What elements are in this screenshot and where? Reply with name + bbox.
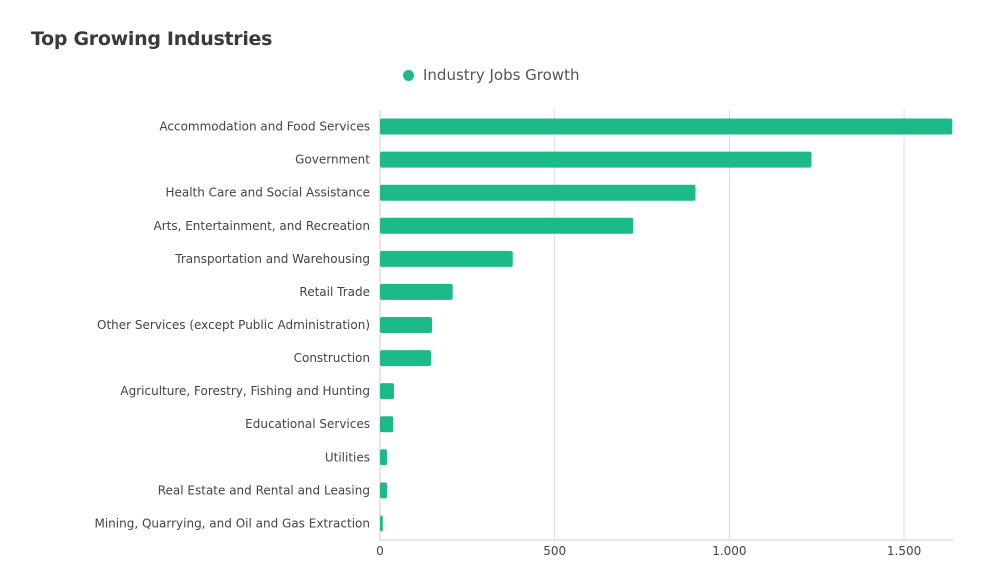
chart-title: Top Growing Industries [31,28,273,50]
bar [380,383,394,400]
bar [380,515,383,532]
bar [380,317,433,333]
x-tick-label: 500 [543,544,566,558]
category-label: Retail Trade [299,285,370,299]
bar [380,118,953,135]
category-label: Educational Services [245,417,370,431]
category-label: Agriculture, Forestry, Fishing and Hunti… [120,384,370,398]
bar [380,416,394,433]
x-tick-label: 1.000 [712,544,746,558]
bar [380,283,453,300]
x-tick-label: 0 [376,544,384,558]
bar [380,449,387,466]
category-label: Accommodation and Food Services [159,120,370,134]
category-label: Other Services (except Public Administra… [97,318,370,332]
legend[interactable]: Industry Jobs Growth [403,66,579,84]
bar [380,482,387,499]
legend-label: Industry Jobs Growth [423,66,580,84]
category-label: Construction [294,351,370,365]
legend-marker [403,69,414,81]
category-label: Health Care and Social Assistance [165,186,370,200]
bar [380,217,634,234]
x-tick-label: 1.500 [887,544,921,558]
category-label: Mining, Quarrying, and Oil and Gas Extra… [94,516,370,530]
category-label: Transportation and Warehousing [174,252,370,266]
bar [380,350,432,367]
category-label: Utilities [325,450,370,464]
bar [380,151,812,168]
category-label: Real Estate and Rental and Leasing [158,483,370,497]
category-label: Government [295,153,370,167]
bar [380,250,513,267]
category-label: Arts, Entertainment, and Recreation [153,219,370,233]
bar [380,184,696,201]
